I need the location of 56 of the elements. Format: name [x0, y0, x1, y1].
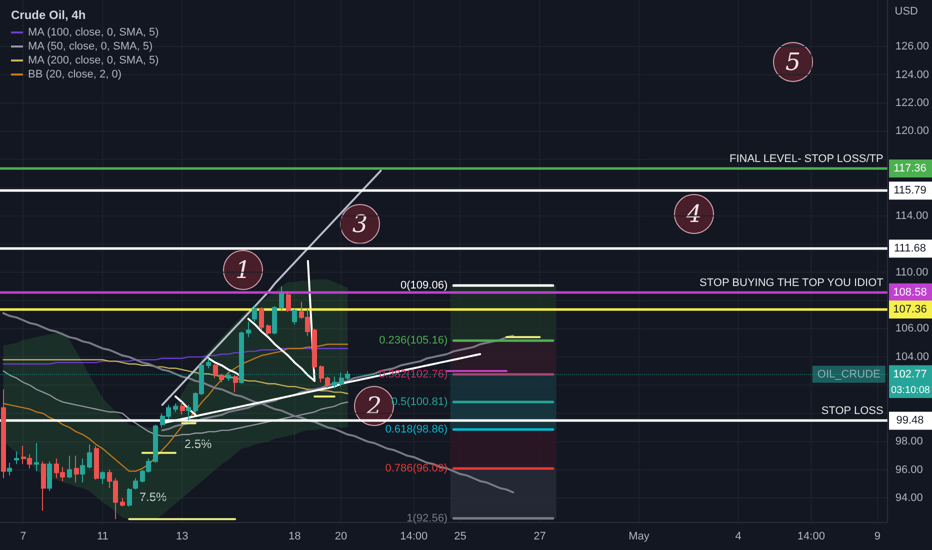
annotation: 108.58 [893, 286, 927, 298]
ref-line-label: FINAL LEVEL- STOP LOSS/TP [729, 152, 884, 165]
y-tick-label: 106.00 [895, 322, 930, 335]
annotation: 1 [235, 256, 251, 284]
circle-badge: 1 [223, 250, 263, 290]
y-tick-label: 96.00 [895, 464, 923, 476]
annotation: 2.5% [184, 437, 212, 451]
series-label: 0.382(102.76) [379, 368, 448, 380]
series-label: 0.236(105.16) [379, 334, 448, 347]
x-tick-label: 14:00 [400, 530, 428, 542]
ref-line-label: OIL_CRUDE [817, 368, 880, 380]
annotation: 99.48 [896, 414, 924, 427]
x-tick-label: 9 [874, 530, 880, 542]
y-tick-label: 94.00 [895, 492, 923, 504]
legend-label: BB (20, close, 2, 0) [28, 68, 122, 80]
annotation: 111.68 [894, 242, 926, 255]
y-tick-label: 124.00 [895, 68, 930, 81]
text: 03:10:08 [889, 383, 932, 398]
annotation: 107.36 [893, 304, 927, 316]
y-tick-label: 110.00 [895, 266, 928, 278]
annotation: 102.77 [893, 368, 927, 380]
annotation: 115.79 [894, 184, 926, 197]
x-tick-label: 7 [20, 530, 26, 542]
y-tick-label: 114.00 [895, 210, 928, 222]
y-tick-label: 104.00 [895, 350, 930, 363]
x-tick-label: 20 [334, 530, 348, 542]
annotation: 4 [686, 200, 702, 228]
annotation: 117.36 [894, 162, 926, 174]
x-tick-label: 25 [454, 530, 466, 542]
y-axis-title: USD [894, 6, 918, 18]
y-tick-label: 98.00 [895, 436, 923, 448]
circle-badge: 3 [340, 204, 380, 244]
x-tick-label: 27 [534, 530, 546, 542]
circle-badge: 4 [674, 194, 714, 234]
x-tick-label: 18 [288, 530, 301, 542]
x-tick-label: 4 [735, 530, 742, 542]
series-label: 0.786(96.09) [385, 462, 448, 475]
legend-label: MA (100, close, 0, SMA, 5) [28, 26, 159, 38]
y-tick-label: 120.00 [895, 125, 930, 138]
annotation: 5 [785, 48, 801, 76]
ref-line-label: STOP LOSS [821, 405, 884, 418]
ref-line-label: STOP BUYING THE TOP YOU IDIOT [700, 276, 884, 289]
y-tick-label: 126.00 [895, 40, 930, 53]
y-tick-label: 122.00 [895, 96, 930, 109]
x-tick-label: 11 [96, 530, 108, 542]
series-label: 0(109.06) [400, 280, 448, 292]
x-tick-label: May [628, 530, 650, 542]
x-tick-label: 14:00 [797, 530, 825, 542]
series-label: 0.618(98.86) [385, 423, 448, 436]
series-label: 1(92.56) [406, 512, 448, 524]
legend-label: MA (200, close, 0, SMA, 5) [28, 54, 159, 66]
legend-label: MA (50, close, 0, SMA, 5) [28, 40, 153, 52]
text: Crude Oil, 4h [11, 8, 86, 22]
annotation: 3 [352, 210, 368, 238]
circle-badge: 5 [773, 42, 813, 82]
x-tick-label: 13 [176, 530, 188, 542]
